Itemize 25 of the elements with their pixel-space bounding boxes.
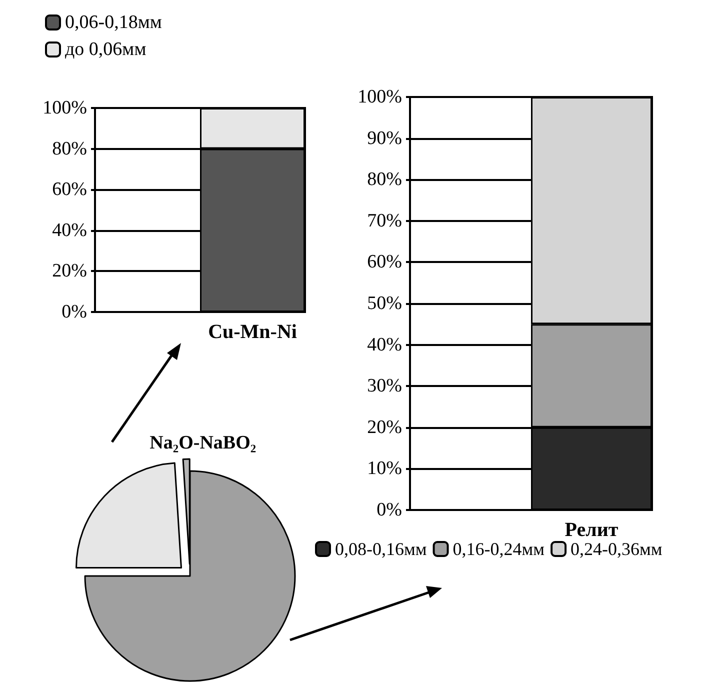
y-tick-label: 100% bbox=[42, 98, 88, 118]
legend-label: 0,08-0,16мм bbox=[335, 539, 427, 559]
y-tick-label: 20% bbox=[367, 416, 402, 438]
y-tick-label: 20% bbox=[52, 260, 88, 282]
y-tick-label: 40% bbox=[367, 334, 402, 356]
y-tick-label: 0% bbox=[376, 500, 402, 520]
x-tick-label: Cu-Mn-Ni bbox=[208, 321, 298, 343]
y-tick-label: 40% bbox=[52, 220, 88, 241]
y-tick-label: 50% bbox=[367, 293, 402, 314]
y-tick-label: 60% bbox=[52, 179, 88, 200]
y-tick-label: 80% bbox=[367, 169, 402, 190]
y-tick-label: 90% bbox=[367, 128, 402, 149]
y-tick-label: 70% bbox=[367, 210, 402, 232]
y-tick-label: 100% bbox=[358, 86, 402, 108]
legend-label: 0,06-0,18мм bbox=[65, 12, 162, 33]
y-tick-label: 10% bbox=[367, 458, 402, 480]
slice-label: Na₂O-NaBO₂ bbox=[150, 432, 256, 454]
y-tick-label: 60% bbox=[367, 252, 402, 273]
legend-label: 0,24-0,36мм bbox=[570, 539, 662, 559]
y-tick-label: 30% bbox=[367, 376, 402, 397]
legend-label: до 0,06мм bbox=[65, 39, 146, 60]
x-tick-label: Релит bbox=[564, 519, 618, 541]
y-tick-label: 0% bbox=[62, 302, 88, 322]
y-tick-label: 80% bbox=[52, 138, 88, 160]
legend-label: 0,16-0,24мм bbox=[452, 539, 545, 559]
